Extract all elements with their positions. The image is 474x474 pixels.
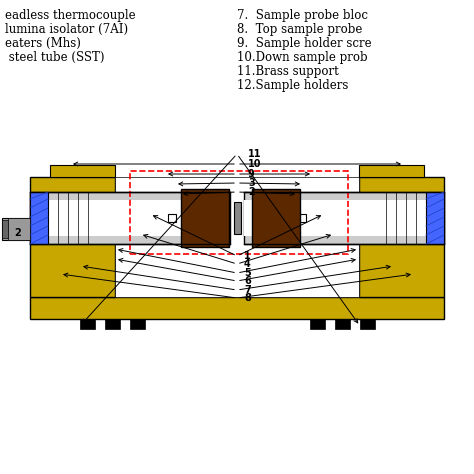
Bar	[359, 177, 444, 297]
Text: 4: 4	[244, 259, 251, 269]
Bar	[30, 200, 230, 236]
Bar	[30, 192, 230, 244]
Text: 5: 5	[244, 268, 251, 278]
Text: 1: 1	[244, 251, 251, 261]
Text: 3: 3	[248, 178, 255, 188]
Text: 10.Down sample prob: 10.Down sample prob	[237, 51, 368, 64]
Bar	[359, 165, 424, 177]
Text: steel tube (SST): steel tube (SST)	[5, 51, 104, 64]
Text: 7: 7	[244, 285, 251, 295]
Bar	[310, 319, 325, 329]
Bar	[335, 319, 350, 329]
Bar	[168, 214, 176, 222]
Bar	[115, 177, 359, 297]
Text: 8.  Top sample probe: 8. Top sample probe	[237, 23, 366, 36]
Text: 6: 6	[244, 276, 251, 286]
Bar	[298, 214, 306, 222]
Bar	[360, 319, 375, 329]
Bar	[30, 177, 115, 297]
Bar	[105, 319, 120, 329]
Bar	[30, 297, 444, 319]
Text: 2: 2	[248, 187, 255, 197]
Text: 11.Brass support: 11.Brass support	[237, 65, 339, 78]
Bar	[181, 189, 229, 247]
Text: 9.  Sample holder scre: 9. Sample holder scre	[237, 37, 372, 50]
Text: 7.  Sample probe bloc: 7. Sample probe bloc	[237, 9, 368, 22]
Text: 9: 9	[248, 169, 255, 179]
Text: lumina isolator (7AI): lumina isolator (7AI)	[5, 23, 128, 36]
Text: 10: 10	[248, 159, 262, 169]
Bar	[234, 202, 241, 234]
Bar	[426, 192, 444, 244]
Text: 2: 2	[15, 228, 21, 238]
Text: eadless thermocouple: eadless thermocouple	[5, 9, 136, 22]
Bar	[244, 192, 444, 244]
Bar	[244, 200, 444, 236]
Text: 12.Sample holders: 12.Sample holders	[237, 79, 348, 92]
Bar	[252, 189, 300, 247]
Text: 8: 8	[244, 293, 251, 303]
Bar	[130, 319, 145, 329]
Text: 11: 11	[248, 149, 262, 159]
Bar	[80, 319, 95, 329]
Bar	[130, 171, 348, 254]
Bar	[8, 218, 30, 240]
Bar	[50, 165, 115, 177]
Bar	[2, 218, 30, 240]
Bar	[2, 220, 8, 238]
Bar	[30, 192, 48, 244]
Text: eaters (Mhs): eaters (Mhs)	[5, 37, 81, 50]
